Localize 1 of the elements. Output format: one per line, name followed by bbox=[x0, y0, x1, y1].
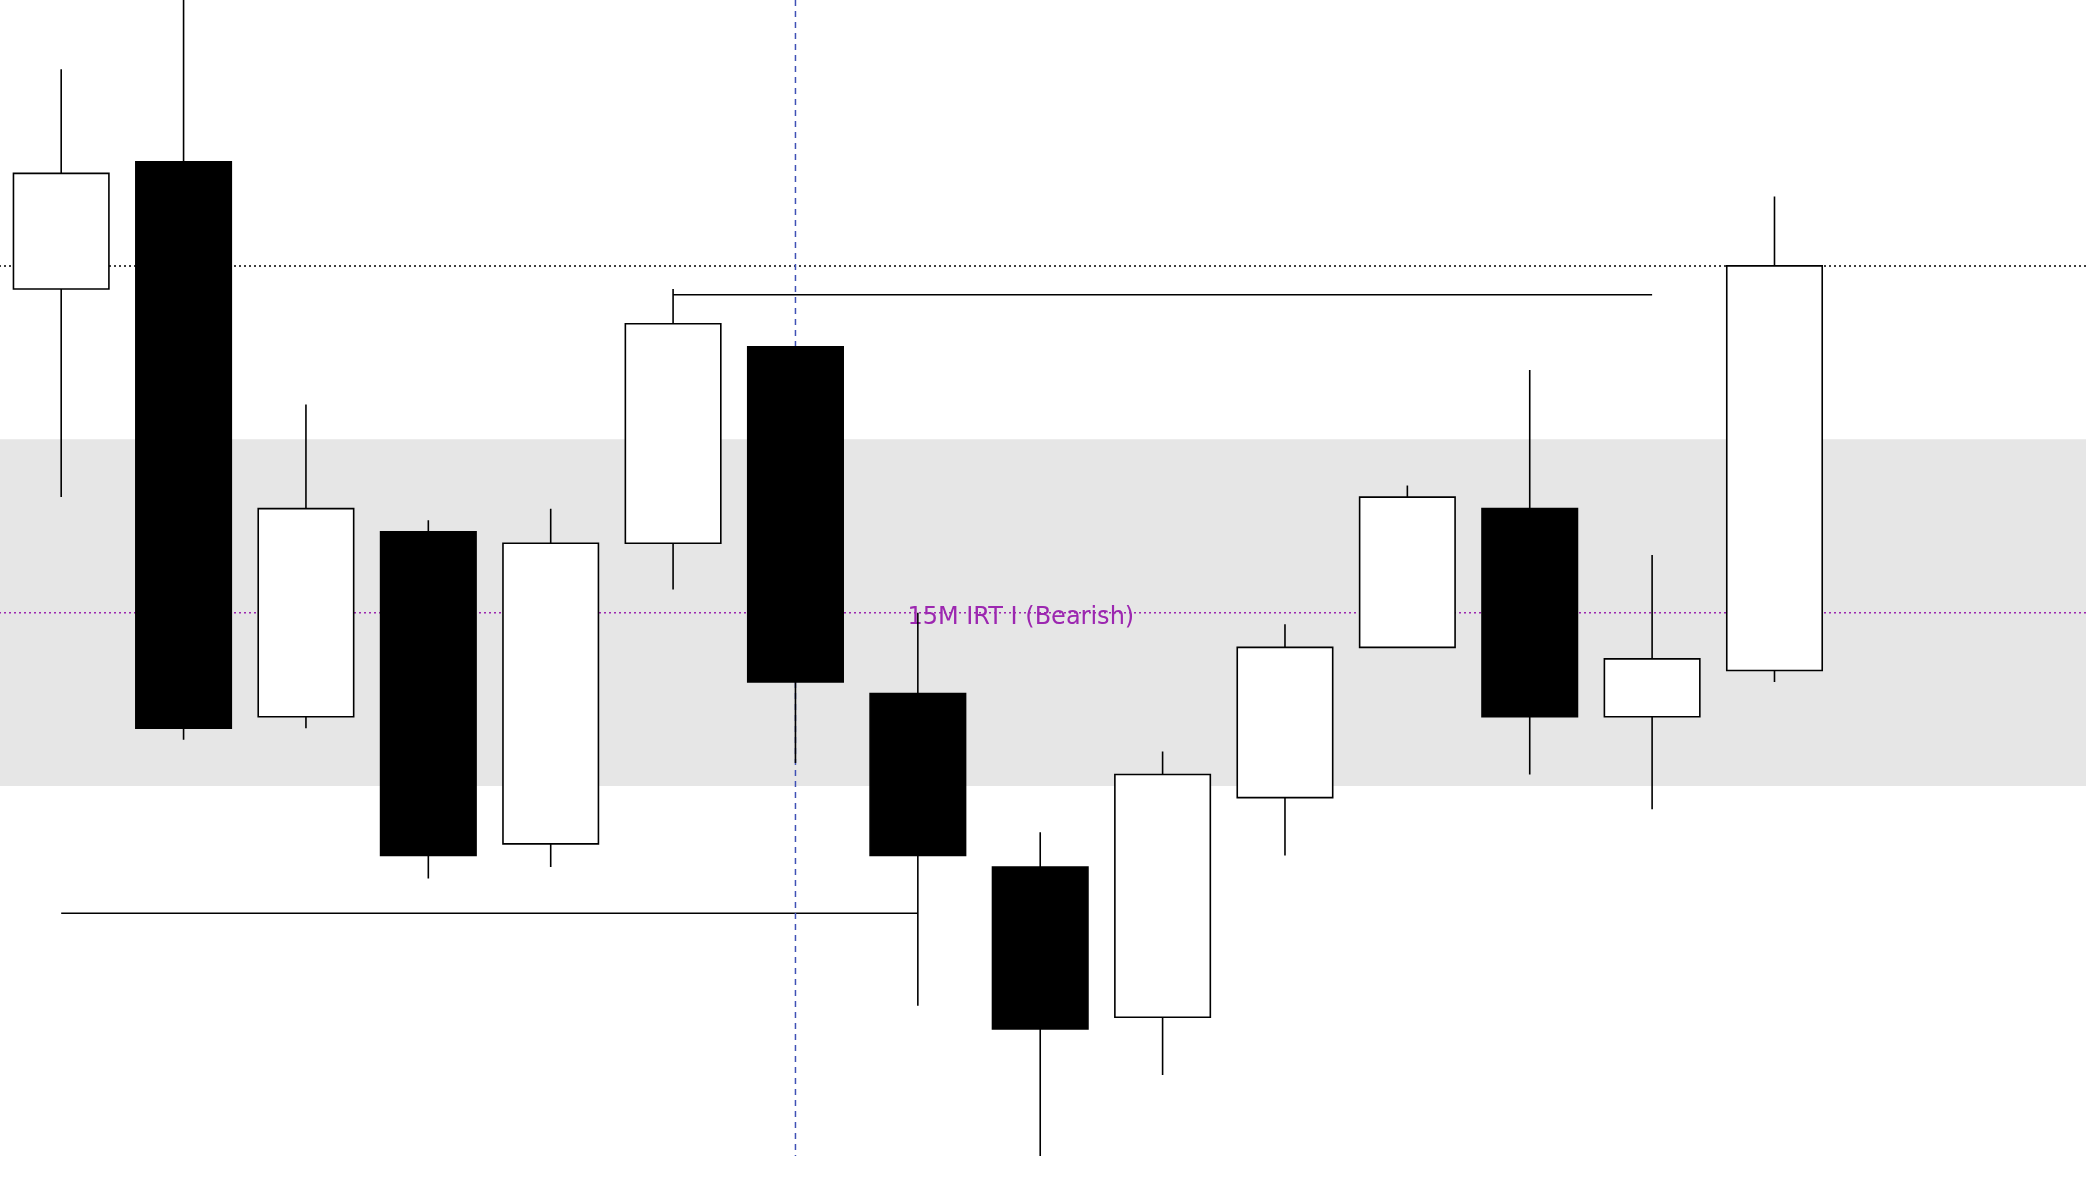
ref-line-label: 15M IRT I (Bearish) bbox=[907, 601, 1135, 630]
